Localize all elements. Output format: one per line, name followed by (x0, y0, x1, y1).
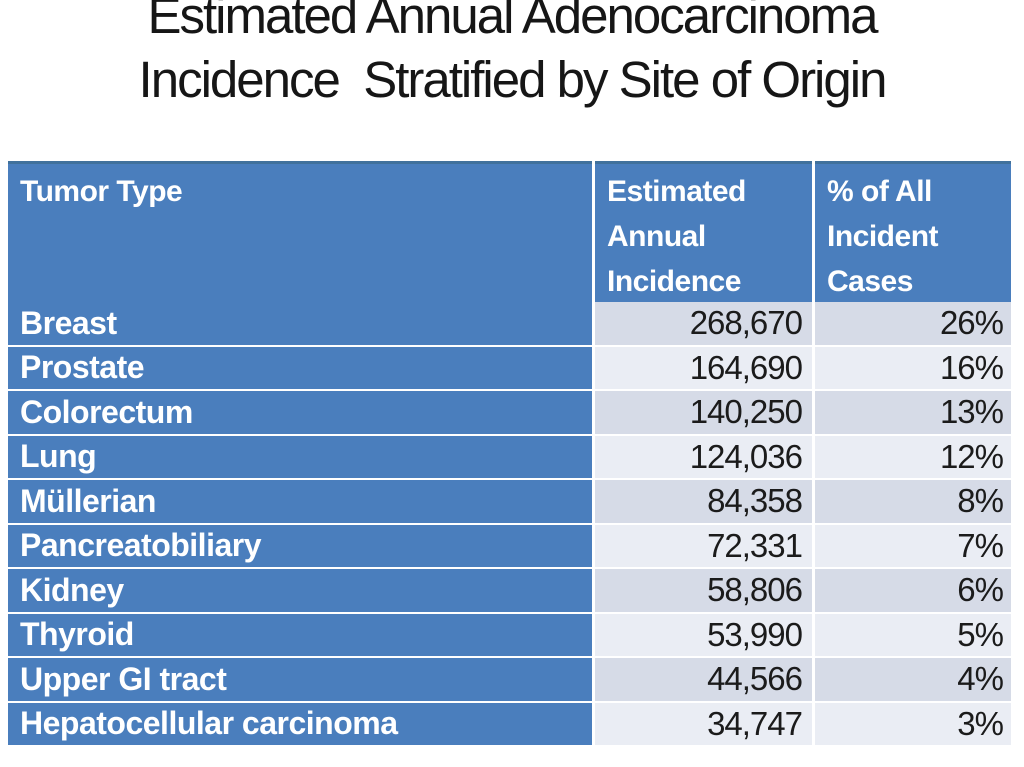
table-header-row: Tumor Type Estimated Annual Incidence % … (8, 161, 1011, 304)
percent-cell: 5% (815, 613, 1011, 656)
percent-cell: 8% (815, 480, 1011, 523)
incidence-cell: 164,690 (595, 346, 812, 389)
tumor-type-cell: Kidney (8, 569, 592, 612)
table-row: Müllerian 84,358 8% (8, 480, 1011, 523)
column-header-pct-of-all-incident-cases: % of All Incident Cases (815, 161, 1011, 304)
table-row: Thyroid 53,990 5% (8, 613, 1011, 656)
table-row: Colorectum 140,250 13% (8, 391, 1011, 434)
incidence-cell: 53,990 (595, 613, 812, 656)
percent-cell: 16% (815, 346, 1011, 389)
tumor-type-cell: Upper GI tract (8, 658, 592, 701)
incidence-cell: 140,250 (595, 391, 812, 434)
percent-cell: 26% (815, 302, 1011, 345)
table-row: Prostate 164,690 16% (8, 346, 1011, 389)
tumor-type-cell: Thyroid (8, 613, 592, 656)
slide-title: Estimated Annual Adenocarcinoma Incidenc… (138, 0, 888, 108)
table-row: Breast 268,670 26% (8, 302, 1011, 345)
percent-cell: 6% (815, 569, 1011, 612)
incidence-table: Tumor Type Estimated Annual Incidence % … (8, 161, 1011, 747)
incidence-cell: 84,358 (595, 480, 812, 523)
tumor-type-cell: Prostate (8, 346, 592, 389)
percent-cell: 3% (815, 702, 1011, 745)
table-row: Pancreatobiliary 72,331 7% (8, 524, 1011, 567)
tumor-type-cell: Breast (8, 302, 592, 345)
table-row: Upper GI tract 44,566 4% (8, 658, 1011, 701)
column-header-tumor-type: Tumor Type (8, 161, 592, 304)
incidence-cell: 44,566 (595, 658, 812, 701)
percent-cell: 4% (815, 658, 1011, 701)
incidence-cell: 124,036 (595, 435, 812, 478)
percent-cell: 13% (815, 391, 1011, 434)
incidence-cell: 268,670 (595, 302, 812, 345)
incidence-cell: 58,806 (595, 569, 812, 612)
incidence-cell: 72,331 (595, 524, 812, 567)
incidence-cell: 34,747 (595, 702, 812, 745)
tumor-type-cell: Colorectum (8, 391, 592, 434)
percent-cell: 7% (815, 524, 1011, 567)
table-row: Kidney 58,806 6% (8, 569, 1011, 612)
table-row: Lung 124,036 12% (8, 435, 1011, 478)
tumor-type-cell: Müllerian (8, 480, 592, 523)
tumor-type-cell: Hepatocellular carcinoma (8, 702, 592, 745)
tumor-type-cell: Lung (8, 435, 592, 478)
tumor-type-cell: Pancreatobiliary (8, 524, 592, 567)
column-header-estimated-annual-incidence: Estimated Annual Incidence (595, 161, 812, 304)
table-row: Hepatocellular carcinoma 34,747 3% (8, 702, 1011, 745)
percent-cell: 12% (815, 435, 1011, 478)
